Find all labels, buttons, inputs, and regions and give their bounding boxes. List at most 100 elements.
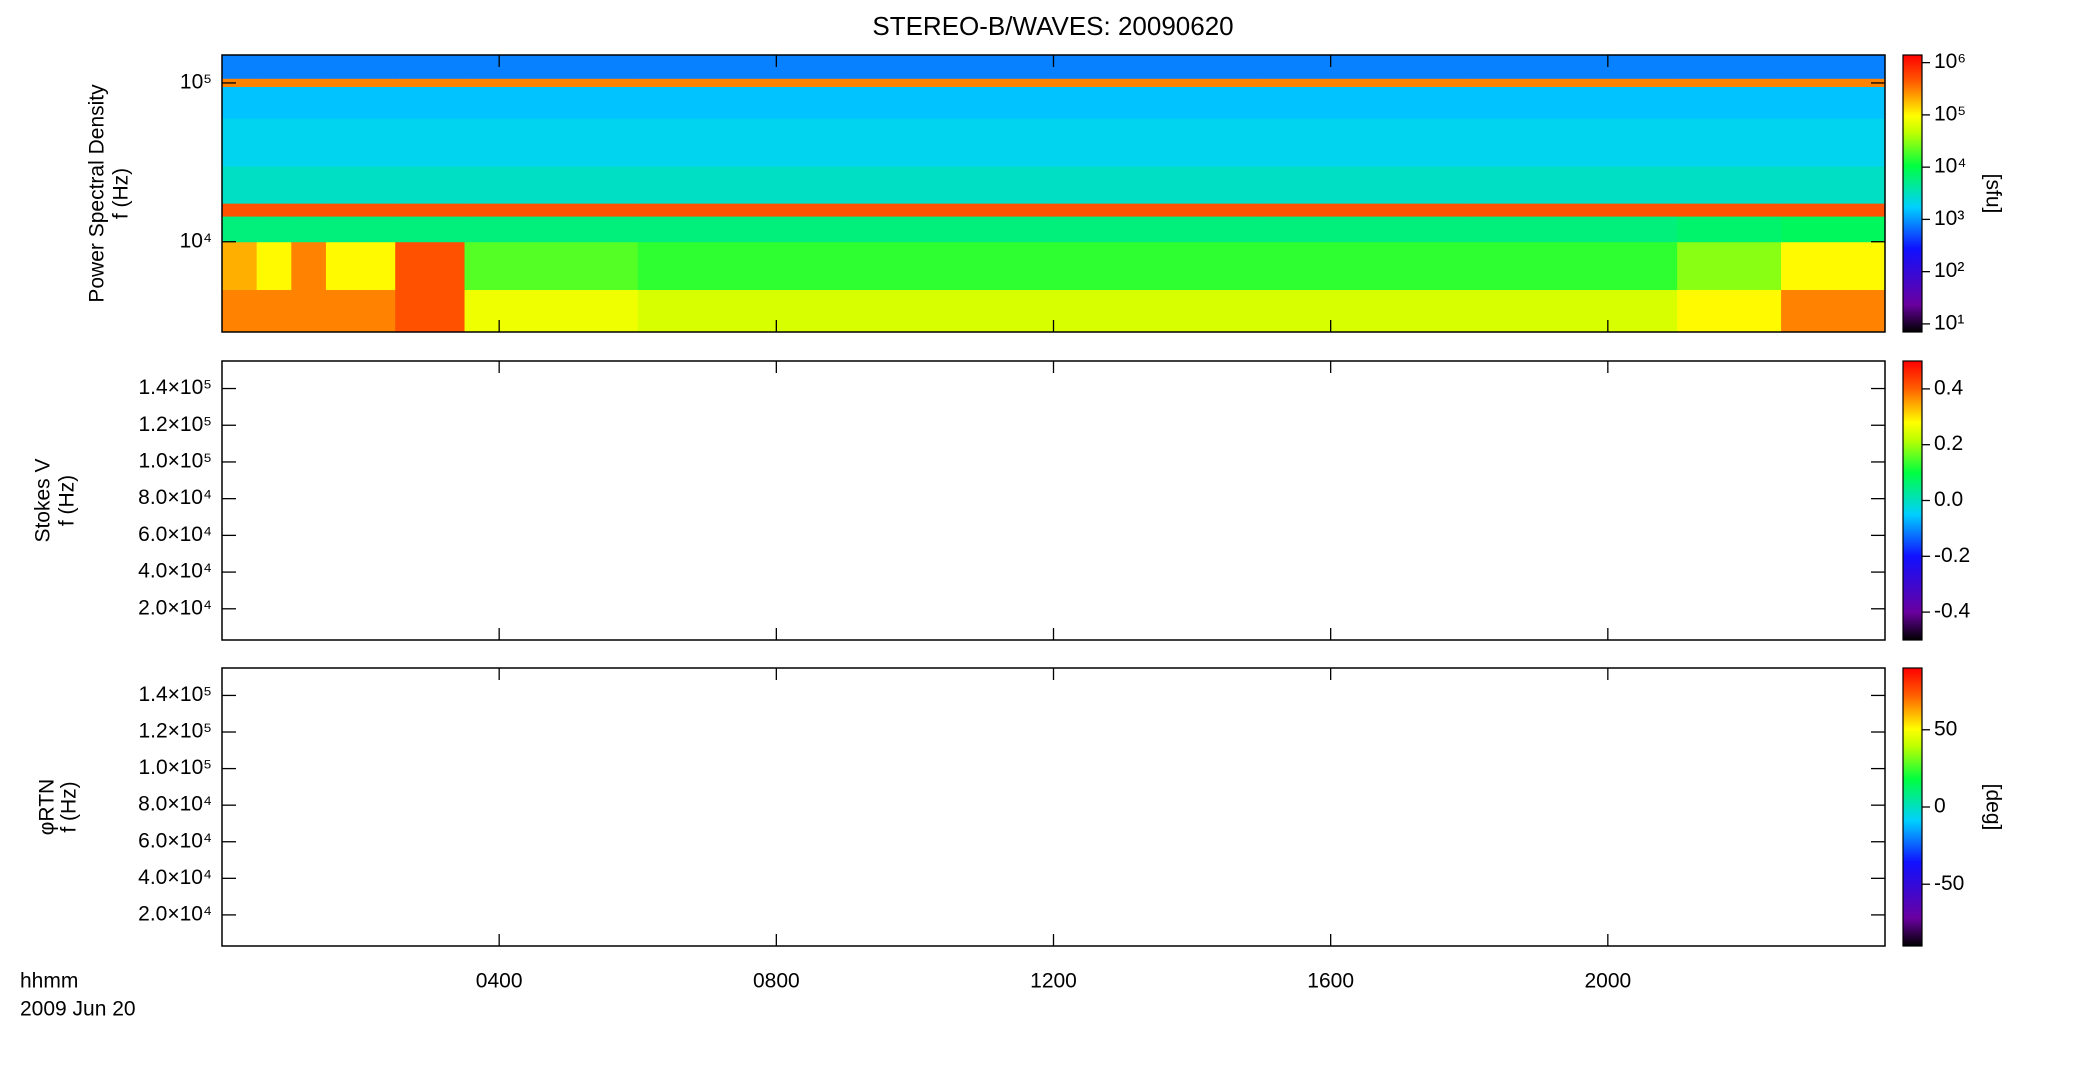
heatmap-cell [1053, 55, 1262, 79]
heatmap-cell [1053, 118, 1262, 167]
plot-frame [221, 360, 1886, 641]
heatmap-cell [637, 241, 847, 291]
heatmap-cell [325, 203, 396, 217]
heatmap-cell [222, 86, 258, 119]
heatmap-cell [1053, 165, 1262, 204]
y-axis-label: Power Spectral Density [86, 84, 109, 303]
heatmap-cell [291, 289, 327, 333]
heatmap-cell [1677, 55, 1782, 79]
heatmap-cell [1261, 241, 1470, 291]
heatmap-cell [291, 241, 327, 291]
heatmap-cell [845, 203, 1054, 217]
y-tick-label: 10⁴ [180, 229, 212, 252]
heatmap-cell [325, 86, 396, 119]
heatmap-cell [1469, 78, 1678, 87]
heatmap-cell [325, 118, 396, 167]
heatmap-cell [1469, 86, 1678, 119]
y-tick-label: 10⁵ [180, 71, 212, 94]
heatmap-cell [845, 86, 1054, 119]
heatmap-cell [637, 203, 847, 217]
colorbar [1902, 360, 1923, 641]
heatmap-cell [1053, 289, 1262, 333]
heatmap-cell [291, 118, 327, 167]
colorbar-tick-label: -0.2 [1934, 544, 1970, 567]
y-tick-label: 1.2×10⁵ [138, 720, 212, 743]
heatmap-cell [395, 165, 466, 204]
heatmap-cell [1469, 55, 1678, 79]
heatmap-cell [222, 118, 258, 167]
heatmap-cell [464, 289, 639, 333]
y-tick-label: 6.0×10⁴ [138, 829, 212, 852]
heatmap-cell [1053, 86, 1262, 119]
heatmap-cell [637, 78, 847, 87]
heatmap-cell [1677, 216, 1782, 243]
colorbar-tick-label: 50 [1934, 717, 1957, 740]
heatmap-cell [395, 78, 466, 87]
heatmap-cell [464, 216, 639, 243]
heatmap-cell [1261, 289, 1470, 333]
heatmap-cell [464, 118, 639, 167]
heatmap-cell [222, 241, 258, 291]
colorbar-tick-label: 10¹ [1934, 311, 1964, 334]
colorbar-tick-label: 10² [1934, 259, 1964, 282]
heatmap-cell [1261, 165, 1470, 204]
x-tick-label: 0400 [476, 970, 523, 993]
heatmap-cell [1781, 203, 1886, 217]
heatmap-cell [1261, 203, 1470, 217]
heatmap-cell [256, 241, 292, 291]
y-tick-label: 6.0×10⁴ [138, 523, 212, 546]
heatmap-cell [1677, 86, 1782, 119]
y-tick-label: 4.0×10⁴ [138, 560, 212, 583]
heatmap-cell [1053, 78, 1262, 87]
heatmap-cell [256, 216, 292, 243]
y-tick-label: 8.0×10⁴ [138, 793, 212, 816]
heatmap-cell [222, 55, 258, 79]
heatmap-cell [1261, 118, 1470, 167]
x-tick-label: 1600 [1307, 970, 1354, 993]
colorbar [1902, 667, 1923, 947]
colorbar-tick-label: 0.2 [1934, 432, 1963, 455]
heatmap-cell [222, 216, 258, 243]
heatmap-cell [637, 118, 847, 167]
heatmap-cell [1469, 241, 1678, 291]
heatmap-cell [464, 165, 639, 204]
heatmap-cell [256, 86, 292, 119]
colorbar [1902, 54, 1923, 333]
heatmap-cell [845, 289, 1054, 333]
y-axis-label: f (Hz) [58, 781, 81, 832]
y-tick-label: 1.4×10⁵ [138, 376, 212, 399]
colorbar-tick-label: 10⁶ [1934, 50, 1966, 73]
heatmap-cell [845, 165, 1054, 204]
chart-title: STEREO-B/WAVES: 20090620 [872, 11, 1233, 41]
plot-frame [221, 667, 1886, 947]
heatmap-cell [637, 165, 847, 204]
heatmap-cell [325, 241, 396, 291]
heatmap-cell [1261, 55, 1470, 79]
heatmap-cell [222, 78, 258, 87]
heatmap-cell [637, 289, 847, 333]
heatmap-cell [256, 289, 292, 333]
heatmap-cell [256, 165, 292, 204]
heatmap-cell [325, 216, 396, 243]
x-axis-label: hhmm [20, 970, 78, 993]
heatmap-cell [1469, 289, 1678, 333]
y-axis-label: Stokes V [32, 458, 55, 542]
heatmap-cell [1053, 203, 1262, 217]
colorbar-tick-label: -50 [1934, 872, 1964, 895]
heatmap-cell [395, 216, 466, 243]
heatmap-cell [256, 78, 292, 87]
heatmap-cell [1469, 216, 1678, 243]
x-tick-label: 2000 [1584, 970, 1631, 993]
heatmap-cell [291, 78, 327, 87]
heatmap-cell [395, 118, 466, 167]
heatmap-cell [1469, 118, 1678, 167]
colorbar-tick-label: 0 [1934, 795, 1946, 818]
y-axis-label: f (Hz) [56, 475, 79, 526]
y-axis-label: f (Hz) [110, 168, 133, 219]
colorbar-label: [deg] [1981, 784, 2004, 831]
colorbar-tick-label: 10⁴ [1934, 155, 1966, 178]
date-label: 2009 Jun 20 [20, 998, 136, 1021]
heatmap-cell [1677, 241, 1782, 291]
